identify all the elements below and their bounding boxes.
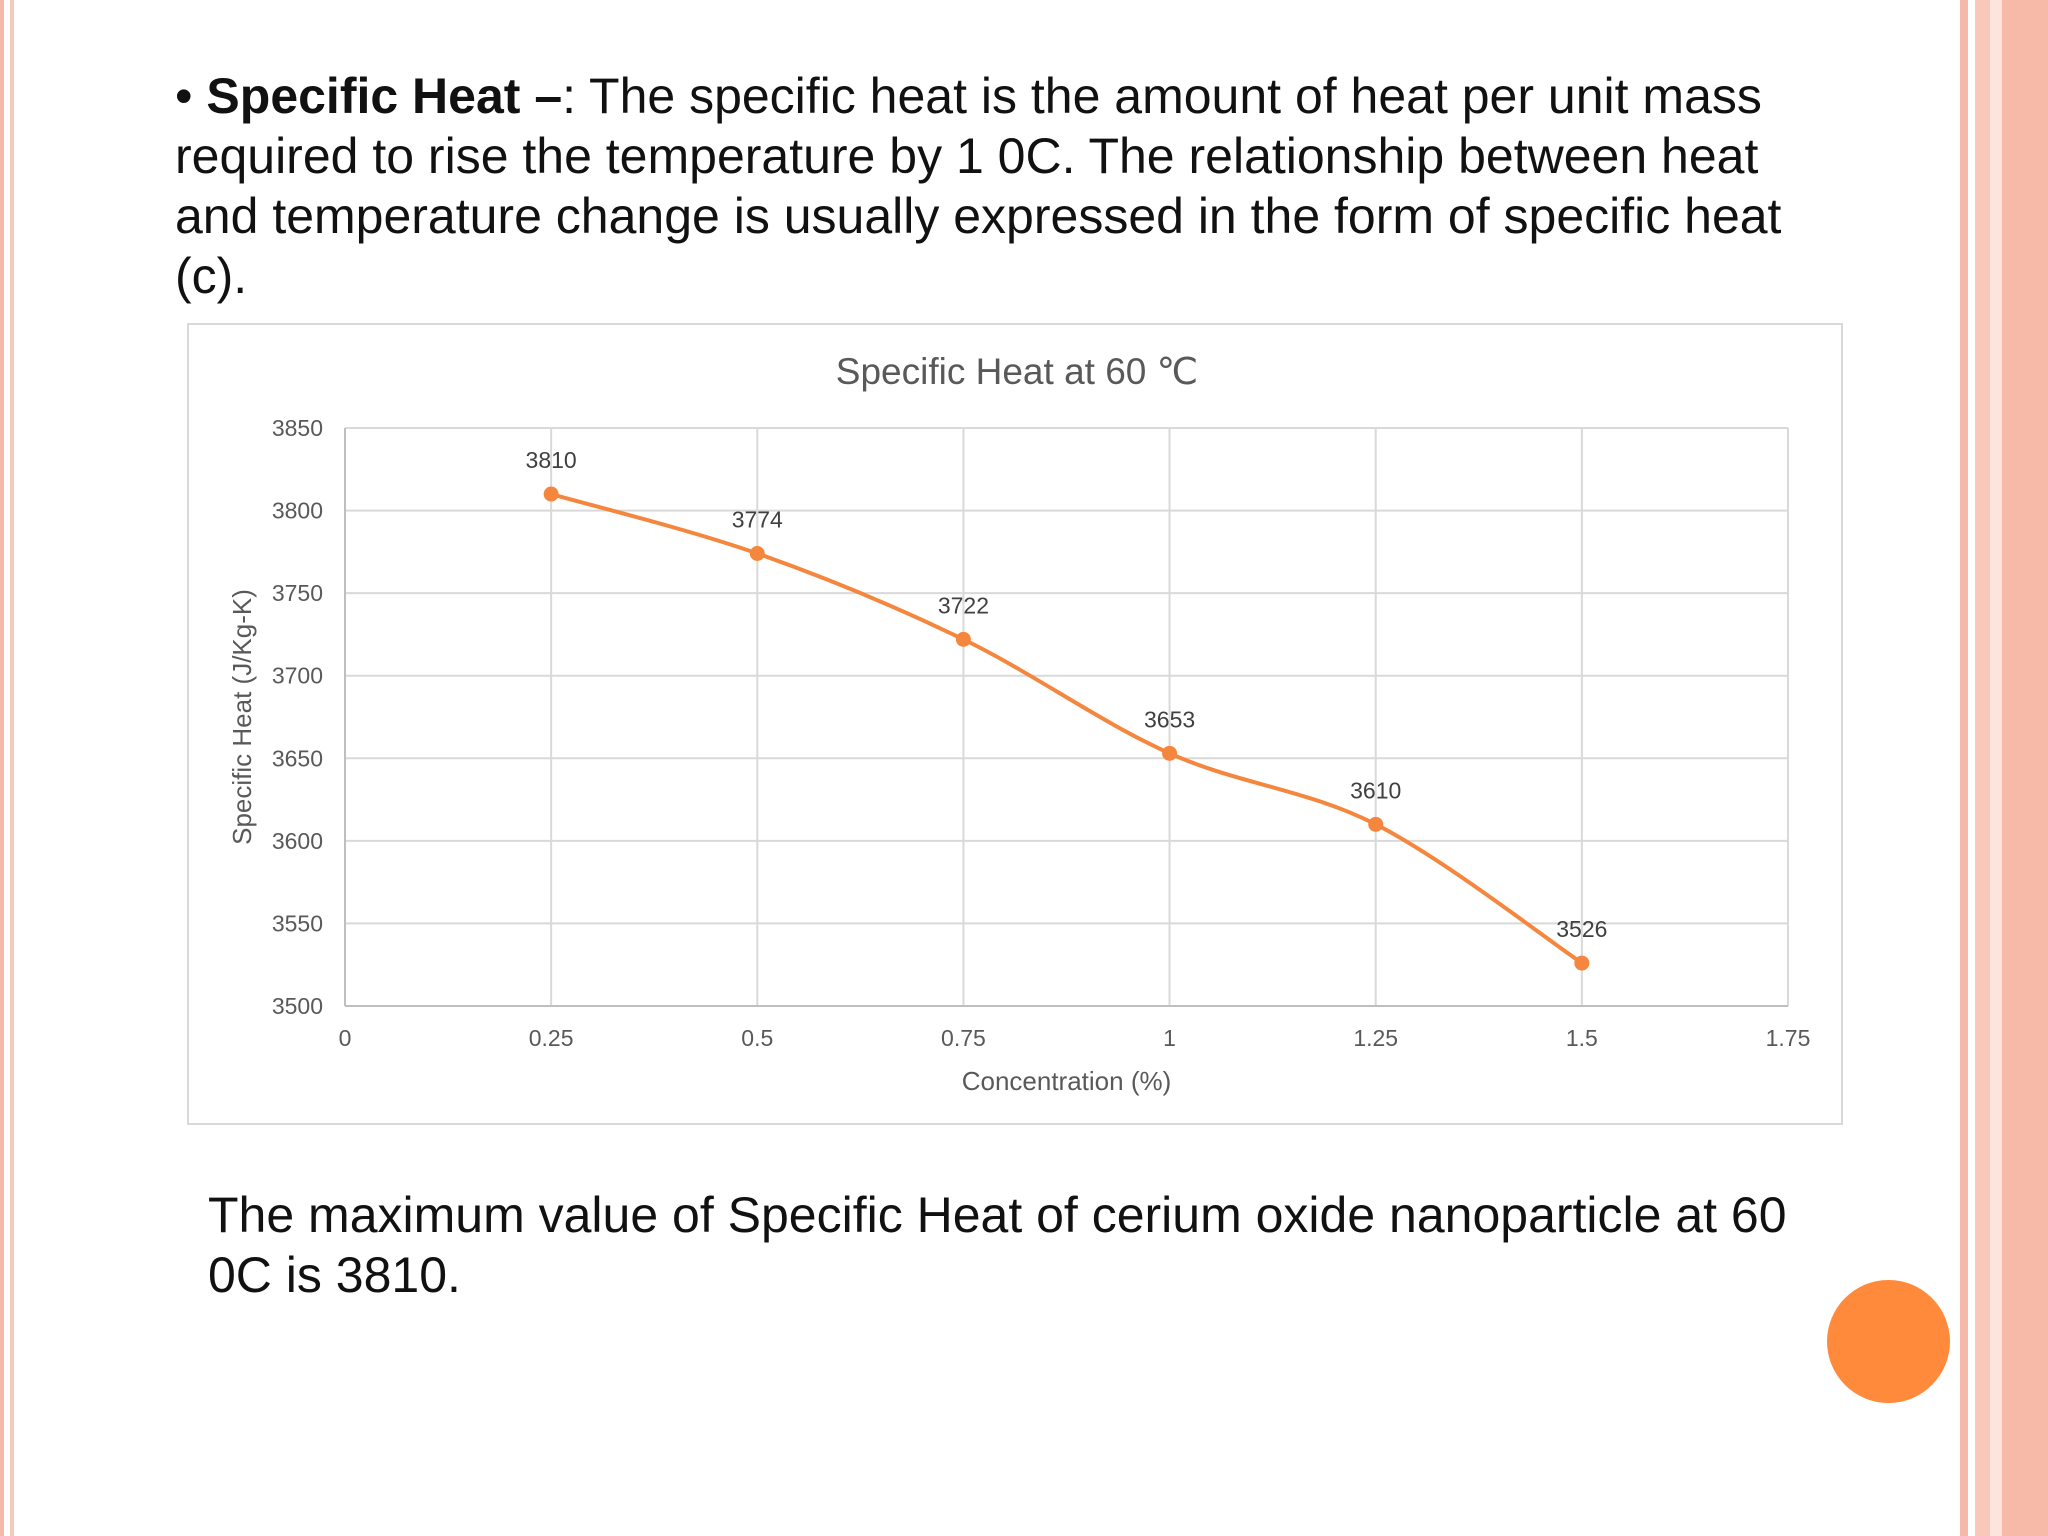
accent-circle <box>1827 1280 1950 1403</box>
data-point <box>1574 955 1590 971</box>
y-tick-label: 3750 <box>272 580 323 606</box>
conclusion-text: The maximum value of Specific Heat of ce… <box>208 1187 1787 1303</box>
right-border-stripe <box>1960 0 1968 1536</box>
data-label: 3722 <box>938 592 989 618</box>
right-border-stripe-middle <box>1975 0 1990 1536</box>
y-tick-label: 3600 <box>272 828 323 854</box>
bullet: • <box>175 68 193 124</box>
x-tick-label: 1.5 <box>1566 1025 1598 1051</box>
x-tick-label: 1.75 <box>1766 1025 1811 1051</box>
y-tick-label: 3500 <box>272 993 323 1019</box>
intro-text: : The specific heat is the amount of hea… <box>175 68 1782 304</box>
chart-title: Specific Heat at 60 ℃ <box>836 351 1198 392</box>
heading: Specific Heat – <box>206 68 563 124</box>
x-tick-label: 0.25 <box>529 1025 574 1051</box>
data-point <box>749 546 765 562</box>
left-border-stripe <box>0 0 4 1536</box>
series-line <box>550 492 1583 965</box>
y-tick-label: 3650 <box>272 745 323 771</box>
data-label: 3774 <box>732 507 783 533</box>
data-label: 3610 <box>1350 777 1401 803</box>
y-tick-label: 3850 <box>272 415 323 441</box>
line-chart: 3500 3550 3600 3650 3700 3750 3800 3850 0 0.25 0.5… <box>227 351 1811 1096</box>
y-tick-label: 3700 <box>272 663 323 689</box>
right-border-stripe-outer <box>2002 0 2048 1536</box>
chart-container: 3500 3550 3600 3650 3700 3750 3800 3850 0 0.25 0.5… <box>187 323 1843 1125</box>
data-point <box>543 486 559 502</box>
left-border-stripe-inner <box>10 0 14 1536</box>
y-tick-label: 3550 <box>272 910 323 936</box>
data-point <box>1162 745 1178 761</box>
data-point <box>1368 816 1384 832</box>
x-tick-label: 0.75 <box>941 1025 986 1051</box>
x-axis-label: Concentration (%) <box>962 1066 1172 1096</box>
y-axis-label: Specific Heat (J/Kg-K) <box>227 589 257 845</box>
data-point <box>955 631 971 647</box>
x-tick-label: 0 <box>339 1025 352 1051</box>
x-tick-label: 1.25 <box>1353 1025 1398 1051</box>
data-label: 3810 <box>526 447 577 473</box>
y-tick-label: 3800 <box>272 498 323 524</box>
intro-paragraph: • Specific Heat –: The specific heat is … <box>175 66 1855 306</box>
data-label: 3653 <box>1144 706 1195 732</box>
x-tick-label: 0.5 <box>741 1025 773 1051</box>
right-border-gap <box>1990 0 2002 1536</box>
x-tick-label: 1 <box>1163 1025 1176 1051</box>
data-label: 3526 <box>1556 916 1607 942</box>
